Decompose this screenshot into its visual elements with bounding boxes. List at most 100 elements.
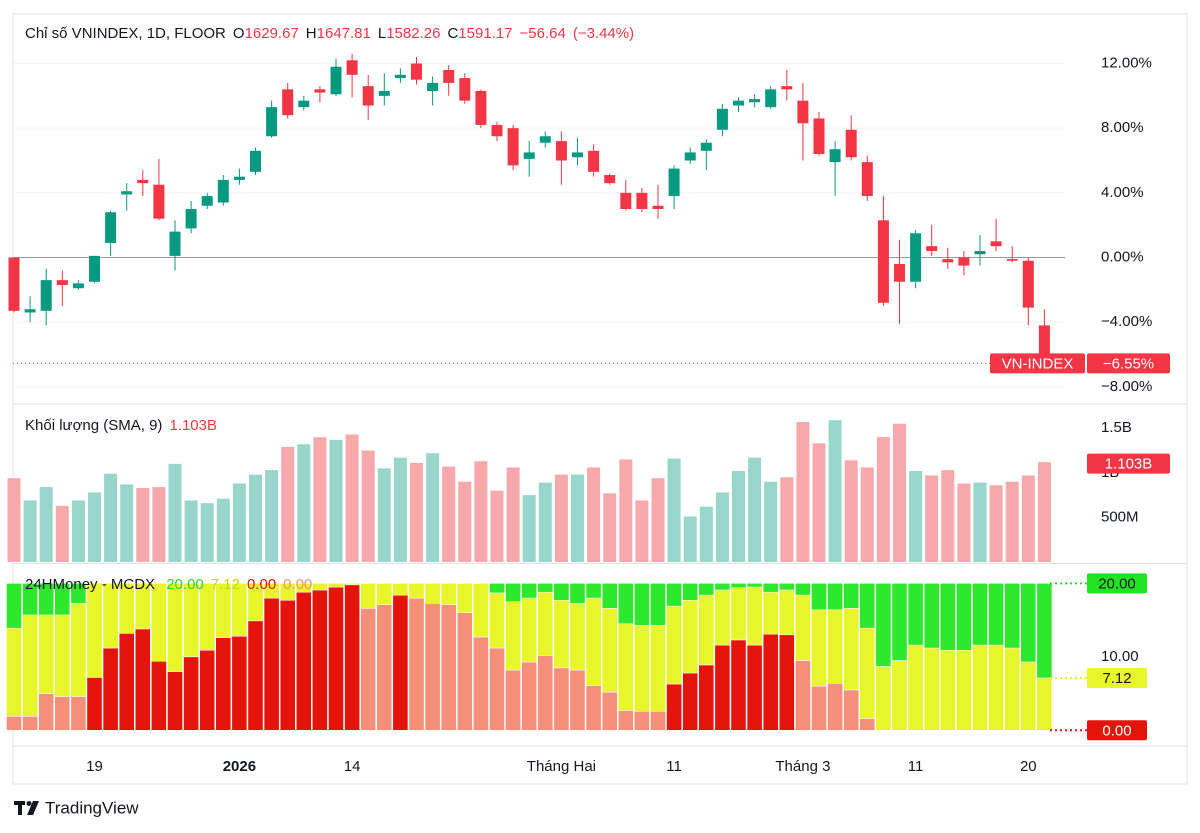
- mcdx-segment: [601, 691, 618, 731]
- mcdx-segment: [537, 655, 554, 731]
- volume-bar: [651, 478, 665, 562]
- mcdx-segment: [601, 608, 618, 693]
- mcdx-segment: [376, 604, 393, 731]
- volume-bar: [410, 462, 423, 562]
- mcdx-segment: [553, 583, 570, 601]
- candle-body: [266, 107, 278, 137]
- mcdx-segment: [666, 583, 682, 607]
- candle-body: [459, 78, 471, 101]
- candle-body: [588, 150, 600, 172]
- candle-body: [1038, 325, 1050, 364]
- mcdx-segment: [473, 636, 489, 731]
- candle-body: [298, 100, 310, 108]
- mcdx-segment: [714, 583, 731, 591]
- candle-body: [990, 241, 1002, 247]
- mcdx-segment: [6, 583, 22, 629]
- mcdx-segment: [424, 583, 441, 604]
- mcdx-segment: [521, 583, 538, 599]
- volume-bar: [345, 434, 359, 562]
- mcdx-segment: [746, 583, 763, 588]
- mcdx-segment: [650, 710, 666, 731]
- x-tick-label: Tháng 3: [775, 758, 830, 775]
- legend-key: L: [377, 25, 387, 42]
- volume-bar: [168, 463, 182, 562]
- volume-bar: [232, 483, 246, 562]
- mcdx-segment: [618, 710, 634, 731]
- mcdx-segment: [730, 587, 747, 641]
- legend-key: C: [447, 25, 459, 42]
- mcdx-segment: [569, 602, 586, 671]
- volume-bar: [490, 490, 504, 562]
- mcdx-segment: [1004, 583, 1021, 649]
- mcdx-segment: [102, 583, 119, 649]
- volume-bar: [281, 446, 295, 562]
- mcdx-segment: [199, 583, 215, 651]
- mcdx-segment: [263, 597, 280, 731]
- candle-body: [636, 192, 648, 209]
- volume-bar: [699, 506, 713, 562]
- volume-bar: [522, 495, 536, 562]
- mcdx-segment: [54, 583, 71, 616]
- mcdx-segment: [988, 644, 1004, 731]
- volume-bar: [619, 459, 633, 562]
- candle-body: [572, 152, 583, 158]
- mcdx-segment: [795, 583, 811, 596]
- y-tick-label: −4.00%: [1101, 313, 1152, 330]
- mcdx-segment: [279, 583, 296, 601]
- candle-body: [378, 90, 390, 96]
- legend-value: 1629.67: [244, 25, 299, 42]
- candle-body: [411, 63, 422, 80]
- candle-body: [910, 233, 922, 282]
- volume-bar: [1005, 481, 1019, 562]
- level-label: 0.00: [1102, 722, 1131, 739]
- volume-bar: [474, 461, 488, 562]
- y-tick-label: 12.00%: [1101, 54, 1152, 71]
- mcdx-segment: [392, 583, 409, 596]
- mcdx-segment: [618, 583, 634, 625]
- candle-body: [282, 89, 294, 116]
- volume-bar: [7, 478, 21, 562]
- mcdx-segment: [940, 583, 956, 651]
- mcdx-segment: [408, 597, 425, 731]
- mcdx-segment: [762, 583, 779, 593]
- candle-body: [24, 309, 36, 313]
- mcdx-segment: [505, 583, 521, 602]
- y-tick-label: 500M: [1101, 508, 1139, 525]
- mcdx-segment: [650, 583, 666, 626]
- mcdx-segment: [666, 605, 682, 685]
- volume-bar: [216, 498, 230, 562]
- mcdx-segment: [54, 614, 71, 697]
- mcdx-segment: [618, 623, 634, 711]
- last-value-label: −6.55%: [1103, 355, 1154, 372]
- volume-bar: [603, 493, 617, 562]
- candle-body: [652, 205, 664, 209]
- volume-bar: [297, 444, 311, 562]
- mcdx-segment: [956, 583, 972, 651]
- candle-body: [894, 263, 905, 282]
- mcdx-segment: [730, 583, 747, 589]
- mcdx-segment: [489, 647, 505, 731]
- level-label: 20.00: [1098, 575, 1136, 592]
- mcdx-segment: [473, 583, 489, 638]
- candle-body: [8, 257, 20, 311]
- mcdx-segment: [811, 609, 827, 687]
- legend-key: O: [232, 25, 245, 42]
- mcdx-segment: [135, 583, 151, 630]
- volume-bar: [361, 450, 375, 562]
- mcdx-segment: [779, 583, 795, 591]
- volume-bar: [200, 503, 214, 562]
- volume-bar: [587, 467, 601, 562]
- volume-bar: [957, 483, 971, 562]
- mcdx-segment: [489, 583, 505, 594]
- candle-body: [491, 124, 503, 137]
- volume-bar: [458, 481, 472, 562]
- candle-body: [427, 82, 439, 91]
- mcdx-segment: [231, 636, 248, 731]
- series-name-label-bg: [990, 353, 1085, 374]
- mcdx-segment: [328, 583, 344, 588]
- candle-body: [668, 168, 680, 197]
- level-label-bg: [1087, 720, 1147, 741]
- volume-bar: [23, 500, 37, 562]
- candle-body: [105, 212, 117, 243]
- x-tick-label: 20: [1020, 758, 1037, 775]
